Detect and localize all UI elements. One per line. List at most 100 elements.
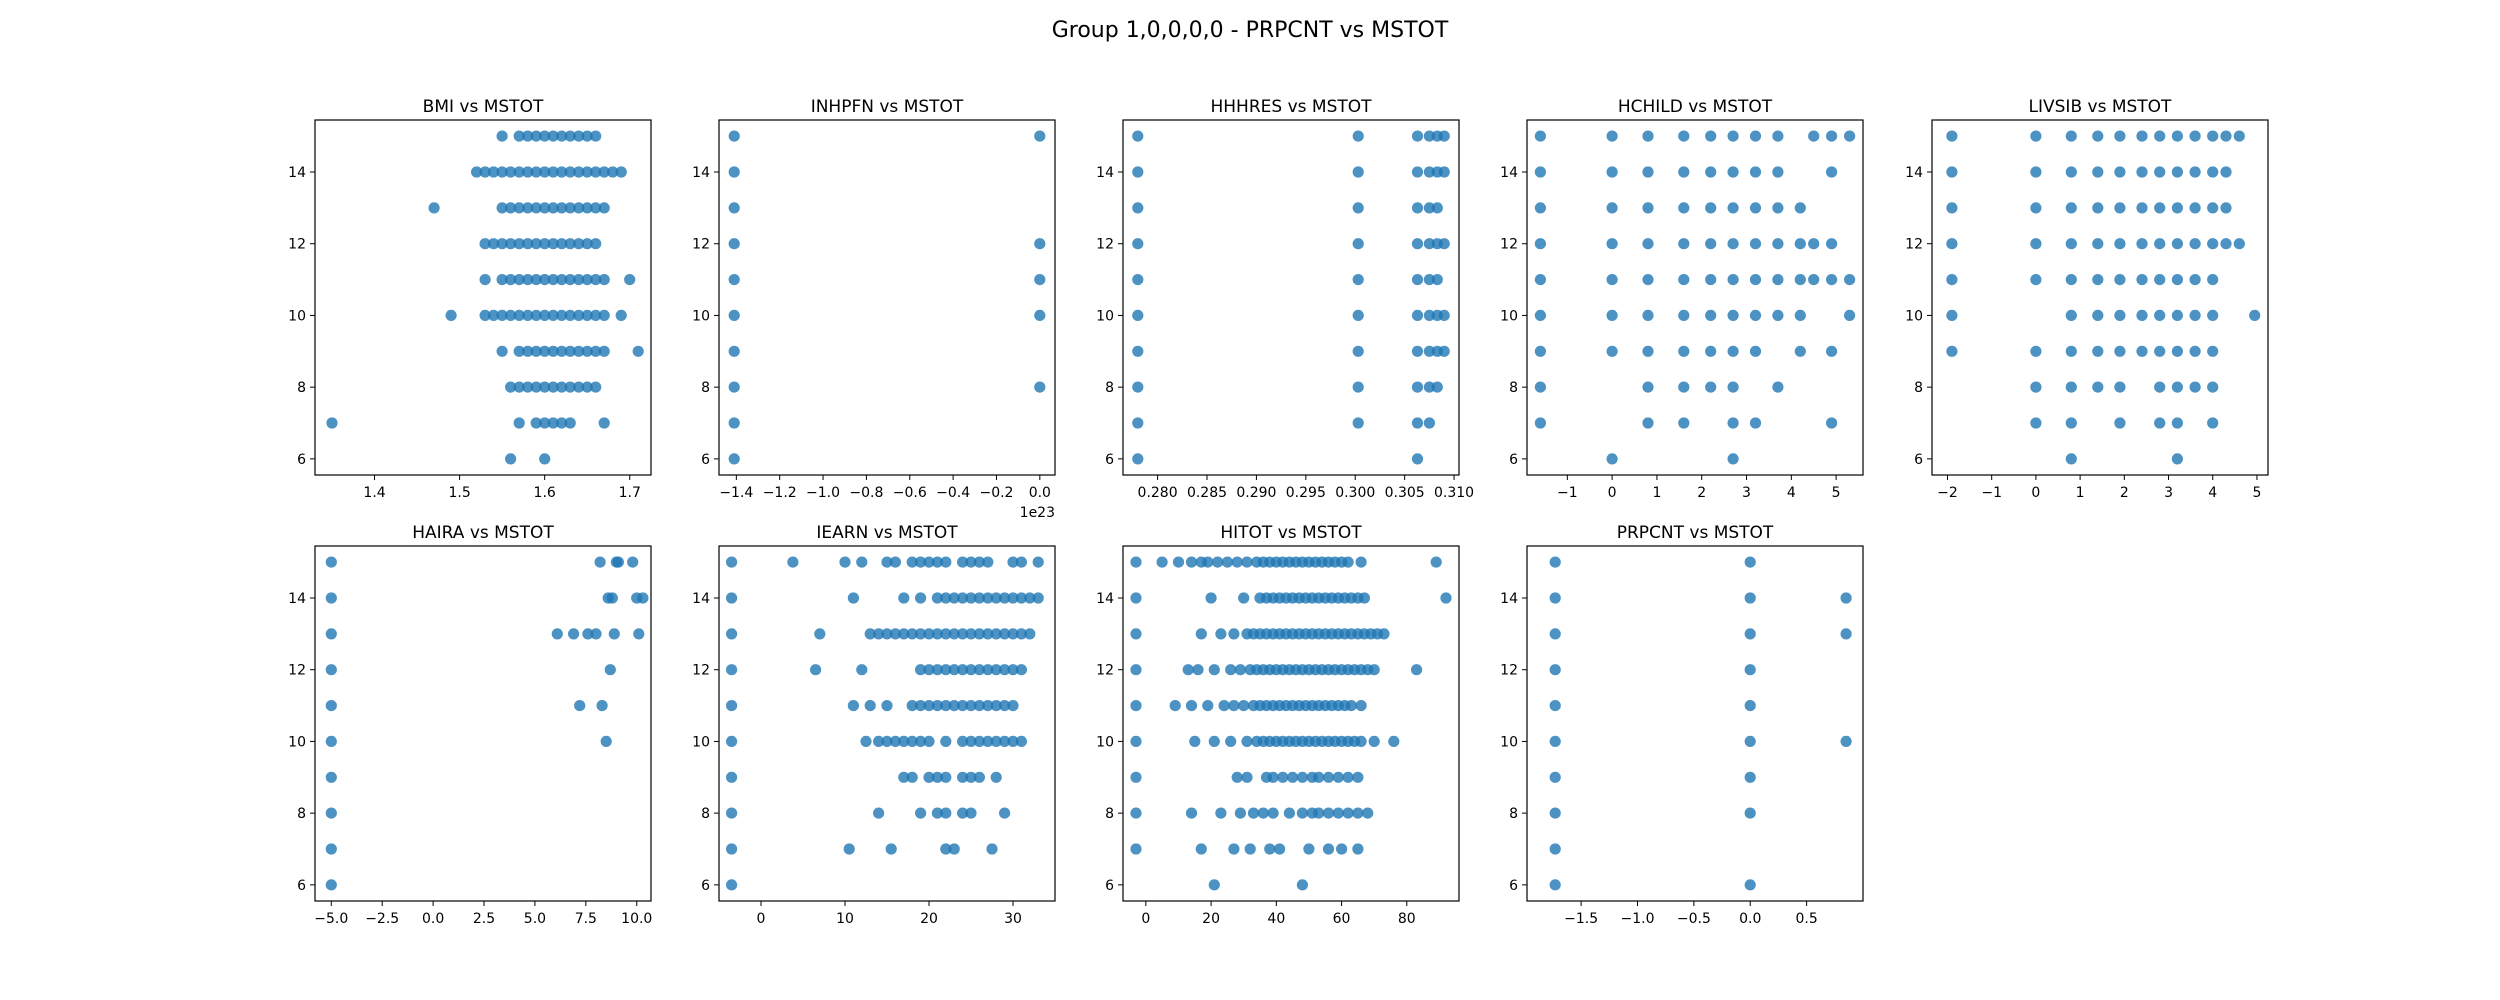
scatter-point <box>2207 238 2219 250</box>
scatter-point <box>1642 417 1654 429</box>
scatter-point <box>898 592 910 604</box>
scatter-point <box>1642 166 1654 178</box>
scatter-point <box>564 381 576 393</box>
scatter-point <box>496 238 508 250</box>
scatter-point <box>2114 381 2126 393</box>
scatter-point <box>556 130 568 142</box>
scatter-point <box>915 807 927 819</box>
scatter-point <box>2030 166 2042 178</box>
scatter-point <box>581 202 593 214</box>
y-tick-label: 12 <box>1500 663 1518 679</box>
scatter-point <box>1749 417 1762 429</box>
scatter-point <box>1411 381 1424 393</box>
scatter-point <box>1549 735 1561 748</box>
scatter-point <box>1322 843 1335 855</box>
scatter-point <box>898 771 910 783</box>
scatter-point <box>973 664 986 676</box>
x-tick-label: 80 <box>1398 911 1416 927</box>
scatter-point <box>1844 130 1856 142</box>
scatter-point <box>1274 843 1286 855</box>
scatter-point <box>547 345 559 357</box>
scatter-point <box>1772 202 1784 214</box>
scatter-point <box>1946 130 1958 142</box>
scatter-point <box>2065 274 2077 286</box>
scatter-point <box>1423 166 1435 178</box>
axes-frame <box>1526 545 1864 902</box>
scatter-point <box>1130 556 1142 568</box>
scatter-point <box>957 735 969 748</box>
scatter-point <box>1007 700 1019 712</box>
scatter-point <box>496 166 508 178</box>
scatter-point <box>1744 879 1756 891</box>
scatter-point <box>1024 592 1036 604</box>
x-tick-label: 0 <box>1141 911 1150 927</box>
scatter-point <box>530 309 542 321</box>
subplot: IEARN vs MSTOT 0 10 20 30 6 8 10 12 14 <box>692 523 1056 927</box>
scatter-point <box>2065 453 2077 465</box>
scatter-point <box>505 309 517 321</box>
scatter-point <box>479 166 491 178</box>
x-tick-label: 10 <box>836 911 854 927</box>
scatter-point <box>885 843 897 855</box>
x-tick-label: 1 <box>2076 485 2085 501</box>
y-tick-label: 10 <box>1905 308 1923 324</box>
y-tick-label: 10 <box>1096 308 1114 324</box>
scatter-point <box>2136 345 2148 357</box>
scatter-point <box>556 417 568 429</box>
scatter-point <box>1225 664 1237 676</box>
scatter-point <box>1794 238 1806 250</box>
scatter-point <box>1132 381 1144 393</box>
y-tick-label: 12 <box>1096 237 1114 253</box>
scatter-point <box>1225 735 1237 748</box>
x-tick-label: −1.4 <box>719 485 753 501</box>
scatter-point <box>1423 202 1435 214</box>
y-tick-label: 10 <box>692 734 710 750</box>
scatter-point <box>539 202 551 214</box>
scatter-point <box>564 345 576 357</box>
scatter-point <box>1749 130 1762 142</box>
scatter-point <box>564 309 576 321</box>
scatter-point <box>325 700 337 712</box>
scatter-point <box>513 274 525 286</box>
scatter-point <box>2154 381 2166 393</box>
scatter-point <box>1423 309 1435 321</box>
scatter-point <box>513 166 525 178</box>
scatter-point <box>1749 238 1762 250</box>
scatter-point <box>600 735 612 748</box>
scatter-point <box>1678 166 1690 178</box>
scatter-point <box>1549 771 1561 783</box>
scatter-point <box>973 735 986 748</box>
scatter-point <box>2030 417 2042 429</box>
scatter-point <box>1352 843 1364 855</box>
subplot: INHPFN vs MSTOT −1.4 −1.2 −1.0 −0.8 −0.6 −0.4−… <box>692 97 1056 521</box>
scatter-point <box>1313 771 1325 783</box>
scatter-point <box>728 130 740 142</box>
scatter-point <box>1705 238 1717 250</box>
scatter-point <box>1840 628 1852 640</box>
scatter-point <box>1156 556 1168 568</box>
scatter-point <box>923 556 935 568</box>
y-tick-label: 12 <box>692 237 710 253</box>
scatter-point <box>530 238 542 250</box>
scatter-point <box>505 274 517 286</box>
scatter-point <box>530 166 542 178</box>
subplot-title: HHHRES vs MSTOT <box>1210 97 1372 117</box>
scatter-point <box>1431 274 1443 286</box>
y-tick-label: 6 <box>1914 452 1923 468</box>
scatter-point <box>1336 843 1348 855</box>
scatter-point <box>1345 700 1357 712</box>
scatter-point <box>728 309 740 321</box>
axes-frame <box>1122 119 1460 476</box>
y-tick-label: 14 <box>288 591 306 607</box>
scatter-point <box>1411 345 1424 357</box>
scatter-point <box>496 345 508 357</box>
scatter-point <box>973 592 986 604</box>
scatter-point <box>581 309 593 321</box>
scatter-point <box>2154 345 2166 357</box>
x-tick-label: 0.290 <box>1236 485 1276 501</box>
scatter-point <box>990 628 1002 640</box>
scatter-point <box>428 202 440 214</box>
scatter-point <box>2233 238 2245 250</box>
scatter-point <box>590 274 602 286</box>
